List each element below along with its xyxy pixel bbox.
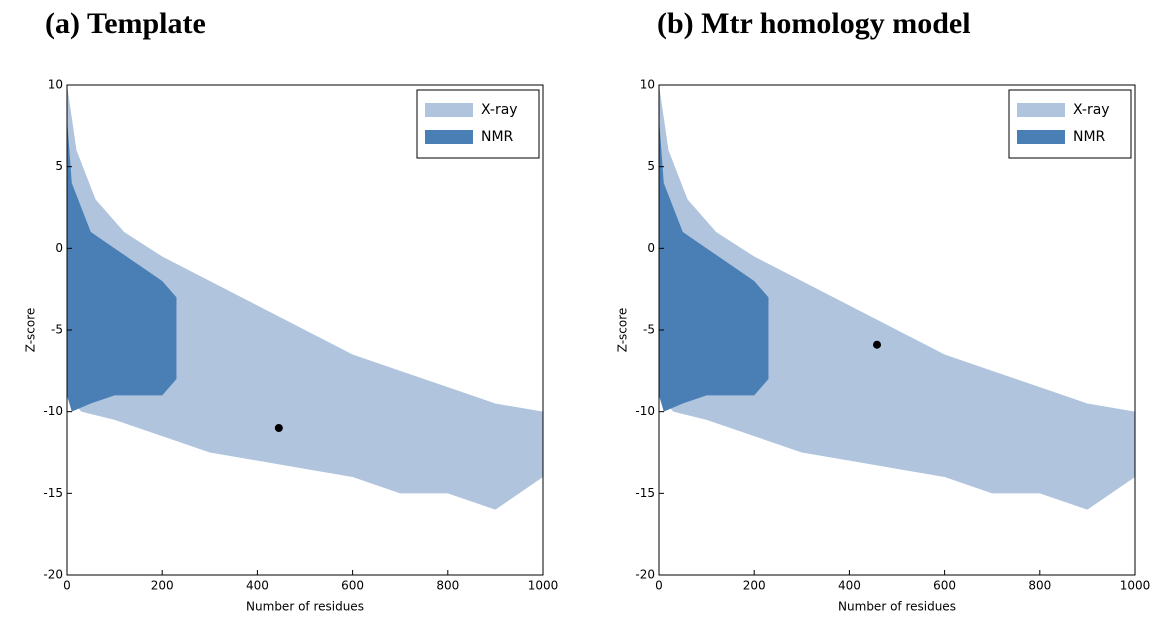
y-tick-label: -10 [43, 404, 63, 418]
x-tick-label: 600 [933, 579, 956, 593]
chart-title: (b) Mtr homology model [657, 7, 971, 40]
x-tick-label: 400 [838, 579, 861, 593]
panel: (b) Mtr homology model 0 200 400 600 800 1000 -… [616, 7, 1151, 614]
x-axis-label: Number of residues [838, 600, 956, 614]
x-axis-label: Number of residues [246, 600, 364, 614]
point-cloud [659, 85, 1135, 510]
y-tick-label: 0 [55, 241, 63, 255]
legend-swatch [1017, 103, 1065, 117]
y-tick-label: -15 [43, 486, 63, 500]
legend-label: X-ray [1073, 102, 1110, 118]
x-tick-label: 800 [1028, 579, 1051, 593]
x-tick-label: 800 [436, 579, 459, 593]
x-tick-label: 0 [63, 579, 71, 593]
x-tick-label: 1000 [1120, 579, 1151, 593]
y-tick-label: -20 [43, 568, 63, 582]
legend-frame [416, 89, 540, 159]
x-tick-label: 0 [655, 579, 663, 593]
chart-title: (a) Template [45, 7, 206, 40]
legend-swatch [425, 130, 473, 144]
y-tick-label: 10 [48, 78, 63, 92]
y-tick-label: -5 [51, 323, 63, 337]
x-tick-label: 1000 [528, 579, 559, 593]
y-tick-label: 10 [640, 78, 655, 92]
point-cloud [67, 117, 177, 412]
y-tick-label: -20 [635, 568, 655, 582]
y-tick-label: -15 [635, 486, 655, 500]
x-tick-label: 600 [341, 579, 364, 593]
y-tick-label: -5 [643, 323, 655, 337]
point-cloud [659, 117, 769, 412]
legend-swatch [425, 103, 473, 117]
y-axis-label: Z-score [24, 308, 38, 353]
point-cloud [67, 85, 543, 510]
y-tick-label: 5 [647, 159, 655, 173]
y-tick-label: -10 [635, 404, 655, 418]
x-tick-label: 400 [246, 579, 269, 593]
legend: X-ray NMR [416, 89, 540, 159]
y-axis-label: Z-score [616, 308, 630, 353]
model-point [873, 340, 882, 349]
legend-label: NMR [1073, 129, 1106, 145]
model-point [274, 424, 283, 432]
legend-frame [1008, 89, 1132, 159]
x-tick-label: 200 [743, 579, 766, 593]
legend-label: X-ray [481, 102, 518, 118]
legend: X-ray NMR [1008, 89, 1132, 159]
y-tick-label: 5 [55, 159, 63, 173]
legend-swatch [1017, 130, 1065, 144]
y-tick-label: 0 [647, 241, 655, 255]
panel: (a) Template 0 200 400 600 800 1000 -20 -15 -10 -5… [24, 7, 559, 614]
legend-label: NMR [481, 129, 514, 145]
x-tick-label: 200 [151, 579, 174, 593]
